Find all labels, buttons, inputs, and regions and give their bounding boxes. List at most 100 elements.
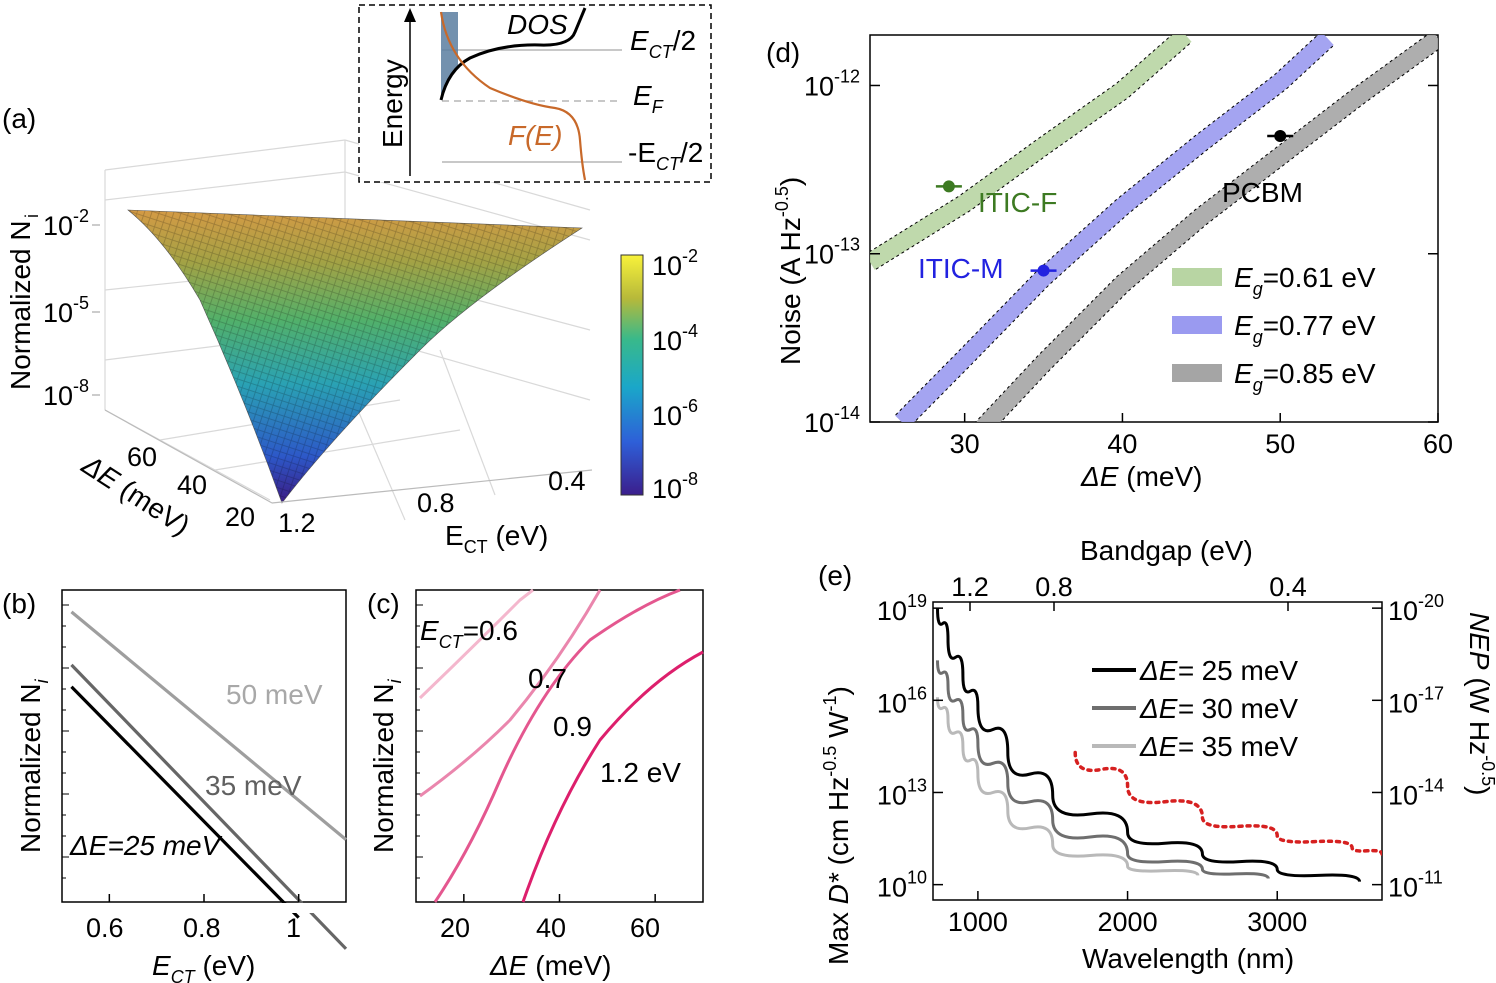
d-band-edge-upper-1: [895, 35, 1319, 416]
d-band-0: [870, 35, 1192, 270]
a-xtick-1.2: 1.2: [278, 508, 316, 538]
d-series: ITIC-F ITIC-M PCBM: [870, 35, 1438, 422]
c-xtick-20: 20: [440, 913, 470, 943]
d-legend-label-1: Eg=0.77 eV: [1234, 310, 1376, 347]
e-x2tick-0: 1.2: [951, 572, 989, 602]
inset-fe-curve: [439, 11, 587, 181]
e-x2label: Bandgap (eV): [1080, 535, 1253, 566]
c-label-0.9: 0.9: [553, 711, 592, 742]
inset-fe-label: F(E): [508, 120, 562, 151]
panel-label-b: (b): [2, 588, 36, 619]
panel-d: (d) ITIC-F ITIC-M PCBM 30 40 50 60 10-12 10-13 1…: [766, 34, 1453, 492]
d-ytick-2: 10-14: [804, 403, 860, 438]
panel-label-a: (a): [2, 103, 36, 134]
c-xtick-60: 60: [630, 913, 660, 943]
c-series-0.9: [433, 588, 681, 903]
e-xtick-1: 2000: [1098, 907, 1158, 937]
colorbar-tick-0: 10-2: [652, 246, 698, 281]
d-band-edge-lower-1: [913, 45, 1334, 422]
b-xtick-2: 1: [286, 913, 301, 943]
panel-label-d: (d): [766, 37, 800, 68]
panel-a: (a) Normalized N i 1: [2, 4, 712, 557]
e-x2tick-2: 0.4: [1269, 572, 1307, 602]
colorbar: [620, 254, 644, 496]
c-label-0.6: ECT=0.6: [420, 615, 518, 652]
b-xtick-0: 0.6: [86, 913, 124, 943]
inset-level-ect: ECT/2: [630, 25, 696, 62]
a-z-ticks: 10-2 10-5 10-8: [43, 206, 100, 411]
d-band-edge-lower-2: [1000, 49, 1438, 422]
d-band-2: [975, 35, 1438, 422]
e-legend: ΔE= 25 meV ΔE= 30 meV ΔE= 35 meV: [1092, 655, 1298, 762]
e-ytick-3: 1010: [877, 868, 927, 903]
b-label-25: ΔE=25 meV: [69, 830, 223, 861]
e-legend-label-2: ΔE= 35 meV: [1139, 731, 1298, 762]
e-ytick-2: 1013: [877, 775, 927, 810]
d-plot-frame: [869, 34, 1439, 423]
inset-level-mect: -ECT/2: [628, 137, 703, 174]
a-ytick-40: 40: [177, 470, 207, 500]
b-label-50: 50 meV: [226, 679, 323, 710]
d-xtick-2: 50: [1265, 429, 1295, 459]
d-point-label-2: PCBM: [1222, 177, 1303, 208]
b-xtick-1: 0.8: [183, 913, 221, 943]
d-axis-ticks: 30 40 50 60 10-12 10-13 10-14: [804, 66, 1453, 459]
b-series: [62, 610, 352, 950]
colorbar-tick-2: 10-6: [652, 396, 698, 431]
energy-inset: Energy DOS F(E) ECT/2 EF -ECT/2: [358, 4, 712, 183]
a-ytick-20: 20: [225, 502, 255, 532]
d-xlabel: ΔE (meV): [1080, 461, 1202, 492]
panel-label-c: (c): [367, 588, 400, 619]
d-legend-swatch-1: [1172, 316, 1222, 334]
panel-label-e: (e): [818, 560, 852, 591]
e-ytick-1: 1016: [877, 683, 927, 718]
b-series-1: [70, 663, 348, 950]
d-xtick-0: 30: [950, 429, 980, 459]
c-label-0.7: 0.7: [528, 663, 567, 694]
inset-energy-label: Energy: [377, 59, 408, 148]
inset-dos-label: DOS: [507, 9, 568, 40]
e-ytick-0: 1019: [877, 591, 927, 626]
e-xlabel: Wavelength (nm): [1082, 943, 1294, 974]
a-ztick-1: 10-5: [43, 293, 89, 328]
a-xtick-0.4: 0.4: [548, 466, 586, 496]
e-y2tick-3: 10-11: [1388, 868, 1443, 903]
b-ylabel: Normalized Ni: [15, 678, 52, 853]
c-series-0.7: [419, 589, 602, 798]
c-xtick-40: 40: [536, 913, 566, 943]
a-xlabel: ECT (eV): [445, 520, 548, 557]
b-xlabel: ECT (eV): [152, 950, 255, 983]
d-band-1: [895, 35, 1334, 422]
d-point-0: [942, 180, 955, 193]
panel-c: (c) ECT=0.6 0.7 0.9 1.2 eV 20 40 60 ΔE (…: [367, 588, 704, 981]
d-legend-label-0: Eg=0.61 eV: [1234, 262, 1376, 299]
d-point-2: [1274, 129, 1287, 142]
a-ztick-2: 10-8: [43, 376, 89, 411]
d-point-label-0: ITIC-F: [978, 187, 1057, 218]
c-series-1.2: [521, 650, 704, 903]
d-band-edge-upper-2: [975, 35, 1428, 422]
e-xtick-2: 3000: [1247, 907, 1307, 937]
e-x2tick-1: 0.8: [1035, 572, 1073, 602]
c-label-1.2: 1.2 eV: [600, 757, 681, 788]
a-ztick-0: 10-2: [43, 206, 89, 241]
d-legend-label-2: Eg=0.85 eV: [1234, 358, 1376, 395]
c-ylabel: Normalized Ni: [368, 678, 405, 853]
e-axis-ticks: 1000 2000 3000 1.2 0.8 0.4 1019 10-20 1016 10-17 1…: [877, 572, 1444, 937]
d-point-label-1: ITIC-M: [918, 253, 1004, 284]
d-legend-swatch-2: [1172, 364, 1222, 382]
d-legend: Eg=0.61 eV Eg=0.77 eV Eg=0.85 eV: [1172, 262, 1376, 395]
e-xtick-0: 1000: [948, 907, 1008, 937]
e-y2tick-0: 10-20: [1388, 591, 1444, 626]
d-point-1: [1037, 264, 1050, 277]
a-zlabel: Normalized N: [5, 220, 36, 390]
svg-text:Normalized N i: Normalized N i: [5, 214, 42, 390]
d-xtick-1: 40: [1107, 429, 1137, 459]
e-legend-label-0: ΔE= 25 meV: [1139, 655, 1298, 686]
e-series: [936, 608, 1382, 883]
e-y2label: NEP (W Hz-0.5): [1464, 612, 1496, 795]
e-plot-frame: [932, 601, 1383, 901]
inset-dos-curve: [439, 7, 587, 101]
e-legend-label-1: ΔE= 30 meV: [1139, 693, 1298, 724]
b-series-0: [70, 610, 348, 841]
